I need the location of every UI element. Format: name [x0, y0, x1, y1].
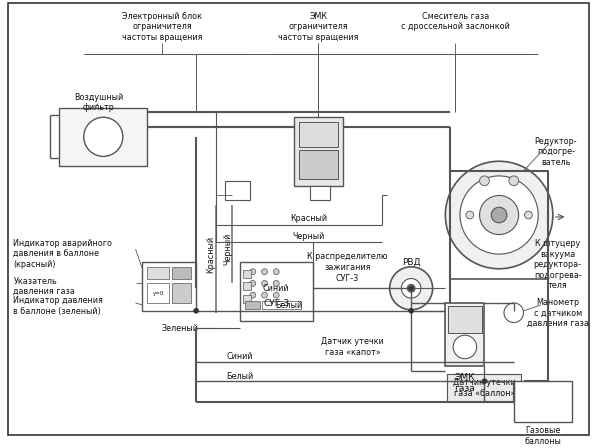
Text: Зеленый: Зеленый	[162, 324, 199, 333]
Text: Индикатор давления
в баллоне (зеленый): Индикатор давления в баллоне (зеленый)	[13, 296, 103, 315]
Bar	[59, 108, 147, 166]
Bar	[299, 122, 338, 146]
Bar	[450, 171, 548, 279]
Bar	[448, 306, 482, 333]
Bar	[243, 295, 251, 303]
Circle shape	[274, 292, 279, 298]
Text: К распределителю
зажигания: К распределителю зажигания	[307, 252, 388, 271]
Text: Воздушный
фильтр: Воздушный фильтр	[74, 93, 123, 112]
Circle shape	[274, 280, 279, 286]
Bar	[240, 262, 313, 321]
Text: Электронный блок
ограничителя
частоты вращения: Электронный блок ограничителя частоты вр…	[122, 12, 202, 42]
Bar	[514, 381, 572, 422]
Bar	[310, 185, 330, 200]
Circle shape	[509, 176, 518, 185]
Circle shape	[274, 269, 279, 275]
Circle shape	[250, 280, 256, 286]
Circle shape	[409, 308, 413, 313]
Circle shape	[262, 280, 268, 286]
Bar	[243, 282, 251, 290]
Circle shape	[401, 279, 421, 298]
Text: Белый: Белый	[275, 302, 302, 310]
Text: Белый: Белый	[226, 372, 254, 381]
Circle shape	[453, 335, 476, 359]
Text: Черный: Черный	[292, 232, 325, 241]
Circle shape	[250, 292, 256, 298]
Bar	[243, 270, 251, 278]
Circle shape	[445, 161, 553, 269]
Circle shape	[194, 308, 199, 313]
Circle shape	[407, 284, 415, 292]
Text: Красный: Красный	[206, 236, 215, 273]
Circle shape	[262, 269, 268, 275]
Text: ЭМК
газа: ЭМК газа	[455, 373, 475, 393]
Bar	[294, 117, 343, 185]
Text: ЭМК
ограничителя
частоты вращения: ЭМК ограничителя частоты вращения	[278, 12, 359, 42]
Text: РВД: РВД	[402, 258, 421, 267]
Text: Манометр
с датчиком
давления газа: Манометр с датчиком давления газа	[527, 298, 589, 328]
Circle shape	[389, 267, 433, 310]
Bar	[448, 375, 521, 402]
Text: y=0: y=0	[152, 291, 164, 296]
Circle shape	[84, 117, 123, 156]
Circle shape	[262, 292, 268, 298]
Circle shape	[409, 286, 413, 291]
Bar	[147, 267, 169, 279]
Bar	[262, 301, 301, 309]
Circle shape	[482, 379, 487, 383]
Circle shape	[524, 211, 532, 219]
Text: К штуцеру
вакуума
редуктора-
подогрева-
теля: К штуцеру вакуума редуктора- подогрева- …	[534, 239, 582, 290]
Bar	[172, 267, 191, 279]
Circle shape	[479, 195, 518, 235]
Text: Указатель
давления газа: Указатель давления газа	[13, 276, 75, 296]
Bar	[226, 181, 250, 200]
Text: Синий: Синий	[262, 284, 289, 293]
Bar	[172, 284, 191, 303]
Circle shape	[250, 269, 256, 275]
Text: Редуктор-
подогре-
ватель: Редуктор- подогре- ватель	[535, 137, 577, 167]
Text: СУГ-3: СУГ-3	[336, 274, 359, 283]
Text: Индикатор аварийного
давления в баллоне
(красный): Индикатор аварийного давления в баллоне …	[13, 239, 112, 269]
Text: Синий: Синий	[227, 352, 253, 361]
Text: Красный: Красный	[290, 215, 327, 224]
Circle shape	[479, 176, 490, 185]
Text: Газовые
баллоны: Газовые баллоны	[524, 426, 562, 445]
Circle shape	[491, 207, 507, 223]
Circle shape	[460, 176, 538, 254]
Text: Датчик утечки
газа «баллон»: Датчик утечки газа «баллон»	[453, 378, 516, 398]
Text: СУГ-3: СУГ-3	[263, 299, 289, 308]
Text: Черный: Черный	[223, 233, 232, 265]
Bar	[445, 303, 484, 366]
Bar	[245, 301, 260, 309]
Circle shape	[466, 211, 473, 219]
Bar	[147, 284, 169, 303]
Text: Датчик утечки
газа «капот»: Датчик утечки газа «капот»	[321, 337, 384, 357]
Bar	[299, 150, 338, 179]
Text: Смеситель газа
с дроссельной заслонкой: Смеситель газа с дроссельной заслонкой	[401, 12, 509, 31]
Bar	[142, 262, 196, 311]
Circle shape	[504, 303, 524, 323]
